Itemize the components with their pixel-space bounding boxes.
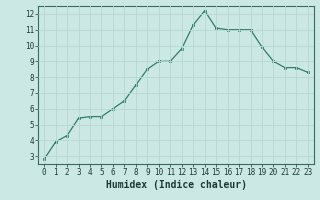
X-axis label: Humidex (Indice chaleur): Humidex (Indice chaleur) <box>106 180 246 190</box>
